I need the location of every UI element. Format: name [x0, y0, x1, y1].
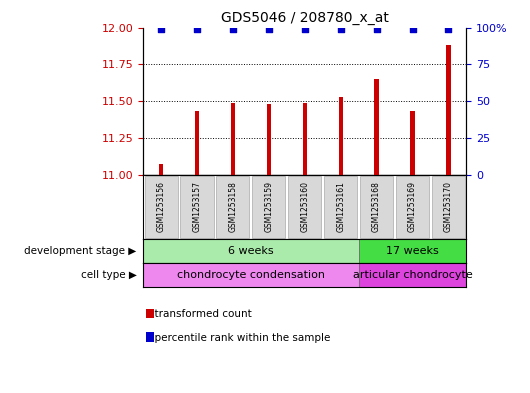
Bar	[303, 103, 307, 174]
Bar	[267, 104, 271, 174]
Bar	[446, 45, 450, 174]
Point	[264, 26, 273, 32]
Title: GDS5046 / 208780_x_at: GDS5046 / 208780_x_at	[221, 11, 388, 25]
Text: GSM1253158: GSM1253158	[228, 182, 237, 232]
Text: articular chondrocyte: articular chondrocyte	[352, 270, 472, 280]
Text: GSM1253156: GSM1253156	[156, 181, 165, 232]
Text: development stage ▶: development stage ▶	[24, 246, 137, 256]
Point	[337, 26, 345, 32]
Point	[301, 26, 309, 32]
Text: GSM1253168: GSM1253168	[372, 182, 381, 232]
FancyBboxPatch shape	[324, 176, 357, 238]
FancyBboxPatch shape	[216, 176, 250, 238]
Text: GSM1253161: GSM1253161	[336, 182, 345, 232]
Text: GSM1253170: GSM1253170	[444, 181, 453, 232]
FancyBboxPatch shape	[143, 263, 359, 287]
FancyBboxPatch shape	[396, 176, 429, 238]
FancyBboxPatch shape	[360, 176, 393, 238]
Point	[228, 26, 237, 32]
Text: chondrocyte condensation: chondrocyte condensation	[177, 270, 325, 280]
Point	[373, 26, 381, 32]
Point	[408, 26, 417, 32]
Point	[193, 26, 201, 32]
FancyBboxPatch shape	[143, 239, 359, 263]
Text: GSM1253169: GSM1253169	[408, 181, 417, 232]
Text: GSM1253159: GSM1253159	[264, 181, 273, 232]
Text: 17 weeks: 17 weeks	[386, 246, 439, 256]
Point	[157, 26, 165, 32]
Text: percentile rank within the sample: percentile rank within the sample	[148, 333, 331, 343]
Bar	[410, 111, 414, 174]
FancyBboxPatch shape	[288, 176, 321, 238]
FancyBboxPatch shape	[145, 176, 178, 238]
Bar	[231, 103, 235, 174]
Text: transformed count: transformed count	[148, 309, 252, 320]
Bar	[374, 79, 379, 174]
Bar	[159, 164, 163, 174]
FancyBboxPatch shape	[359, 239, 466, 263]
Text: GSM1253160: GSM1253160	[301, 181, 309, 232]
Text: GSM1253157: GSM1253157	[192, 181, 201, 232]
Text: 6 weeks: 6 weeks	[228, 246, 273, 256]
FancyBboxPatch shape	[252, 176, 285, 238]
Point	[444, 26, 453, 32]
Text: cell type ▶: cell type ▶	[81, 270, 137, 280]
FancyBboxPatch shape	[359, 263, 466, 287]
FancyBboxPatch shape	[180, 176, 214, 238]
Bar	[195, 111, 199, 174]
FancyBboxPatch shape	[432, 176, 465, 238]
Bar	[339, 97, 343, 174]
